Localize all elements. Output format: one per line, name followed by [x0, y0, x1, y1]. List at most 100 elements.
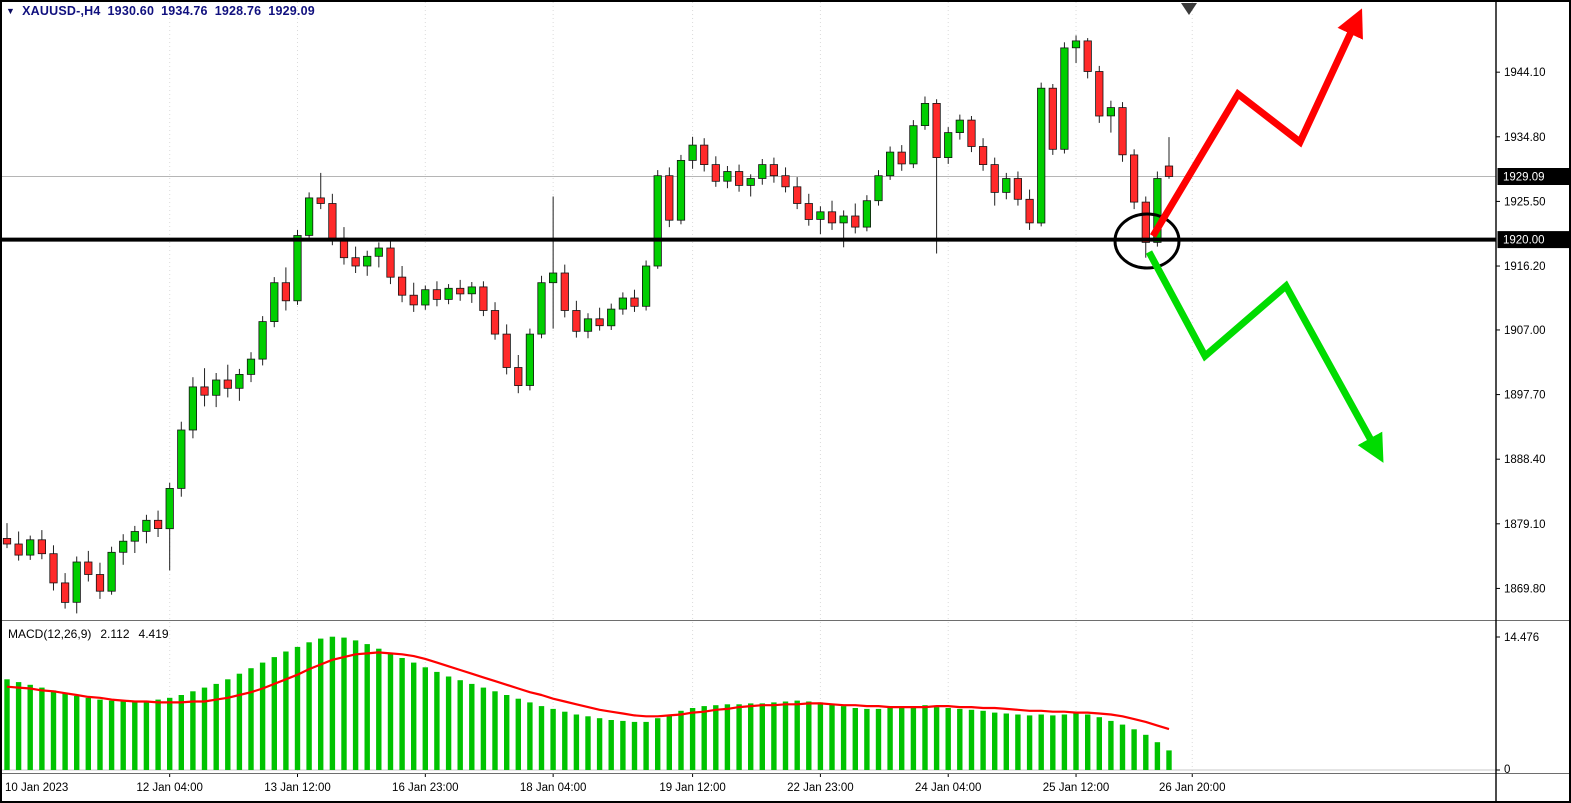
bullish-scenario-arrow — [1149, 8, 1363, 238]
macd-bar — [910, 706, 917, 770]
candle-bearish — [665, 175, 674, 221]
macd-bar — [980, 710, 986, 770]
macd-bar — [457, 680, 463, 770]
macd-bar — [434, 671, 440, 770]
price-tick-label: 1916.20 — [1504, 261, 1546, 273]
macd-bar — [631, 721, 638, 770]
candle-bullish — [444, 287, 453, 300]
macd-bar — [504, 695, 510, 770]
macd-bar — [480, 687, 487, 770]
low-value: 1928.76 — [214, 4, 262, 18]
candle-bearish — [979, 146, 988, 166]
candle-bearish — [572, 310, 581, 332]
candle-bearish — [49, 553, 58, 584]
macd-bar — [608, 720, 614, 770]
macd-bar — [829, 704, 835, 770]
candle-bullish — [944, 132, 953, 159]
macd-bar — [864, 708, 870, 770]
macd-bar — [550, 708, 556, 770]
macd-bar — [225, 679, 231, 770]
macd-bar — [585, 716, 591, 770]
macd-bar — [922, 705, 928, 770]
macd-bar — [411, 662, 417, 770]
macd-bar — [666, 714, 672, 770]
macd-bar — [120, 701, 126, 770]
macd-bar — [178, 695, 184, 770]
candle-bullish — [177, 429, 186, 489]
macd-bar — [736, 704, 742, 770]
candle-bullish — [688, 144, 697, 161]
candle-bullish — [642, 265, 651, 307]
macd-bar — [875, 708, 882, 770]
candle-bearish — [61, 582, 70, 603]
candle-bullish — [618, 297, 628, 310]
price-tick-label: 1869.80 — [1504, 583, 1546, 595]
candle-bullish — [26, 539, 35, 556]
candle-bullish — [1002, 178, 1011, 193]
candle-bearish — [200, 386, 209, 396]
macd-bar — [759, 703, 765, 770]
macd-bar — [887, 708, 893, 770]
candle-bullish — [1060, 47, 1069, 150]
macd-bar — [376, 648, 382, 770]
macd-bar — [782, 701, 789, 770]
macd-bar — [213, 683, 219, 770]
price-tag-current-price — [1497, 168, 1570, 185]
candle-bearish — [1095, 71, 1104, 117]
macd-bar — [968, 709, 975, 770]
macd-bar — [422, 667, 428, 770]
macd-bar — [352, 640, 359, 770]
macd-bar — [283, 651, 289, 770]
macd-bar — [655, 718, 661, 770]
macd-signal-line — [6, 651, 1170, 731]
time-axis-label: 16 Jan 23:00 — [392, 782, 459, 794]
price-tag-support-level — [1497, 231, 1570, 249]
macd-bar — [190, 691, 196, 770]
macd-bar — [596, 718, 603, 770]
candle-bullish — [107, 551, 116, 592]
macd-bar — [678, 710, 684, 770]
candle-bullish — [1037, 87, 1046, 224]
candle-bullish — [258, 321, 267, 360]
price-tag-current-price-label: 1929.09 — [1503, 172, 1545, 184]
macd-bar — [1015, 714, 1021, 770]
macd-bar — [1119, 724, 1126, 770]
bearish-scenario-arrow — [1145, 250, 1384, 463]
candle-bullish — [758, 164, 767, 179]
candle-bearish — [316, 197, 325, 204]
candle-bullish — [1153, 178, 1162, 243]
macd-main-value: 2.112 — [100, 627, 130, 641]
candle-bullish — [886, 151, 895, 177]
candle-bullish — [421, 289, 430, 306]
macd-scale-max: 14.476 — [1504, 632, 1539, 644]
macd-bar — [492, 691, 498, 770]
candle-bullish — [1106, 107, 1115, 117]
candle-bullish — [676, 159, 686, 221]
macd-bar — [1050, 715, 1056, 770]
candle-bullish — [270, 282, 279, 323]
macd-histogram — [4, 636, 1172, 770]
candle-bullish — [525, 333, 535, 386]
candle-bullish — [874, 175, 883, 202]
macd-bar — [1166, 750, 1172, 770]
candle-bearish — [84, 561, 93, 575]
candle-bullish — [653, 175, 662, 267]
time-axis-label: 13 Jan 12:00 — [264, 782, 331, 794]
candle-bullish — [1071, 40, 1081, 49]
macd-bar — [445, 676, 452, 770]
candle-bearish — [932, 103, 941, 159]
macd-bar — [1026, 715, 1033, 770]
macd-bar — [748, 703, 754, 770]
close-value: 1929.09 — [268, 4, 315, 18]
macd-bar — [236, 673, 243, 770]
open-value: 1930.60 — [107, 4, 155, 18]
candle-bearish — [769, 164, 779, 177]
time-axis-label: 25 Jan 12:00 — [1043, 782, 1110, 794]
time-axis-label: 12 Jan 04:00 — [136, 782, 203, 794]
price-tick-label: 1879.10 — [1504, 519, 1546, 531]
candle-bullish — [723, 171, 732, 182]
macd-bar — [15, 682, 22, 770]
candle-bearish — [827, 211, 837, 224]
candle-bearish — [1083, 40, 1092, 72]
